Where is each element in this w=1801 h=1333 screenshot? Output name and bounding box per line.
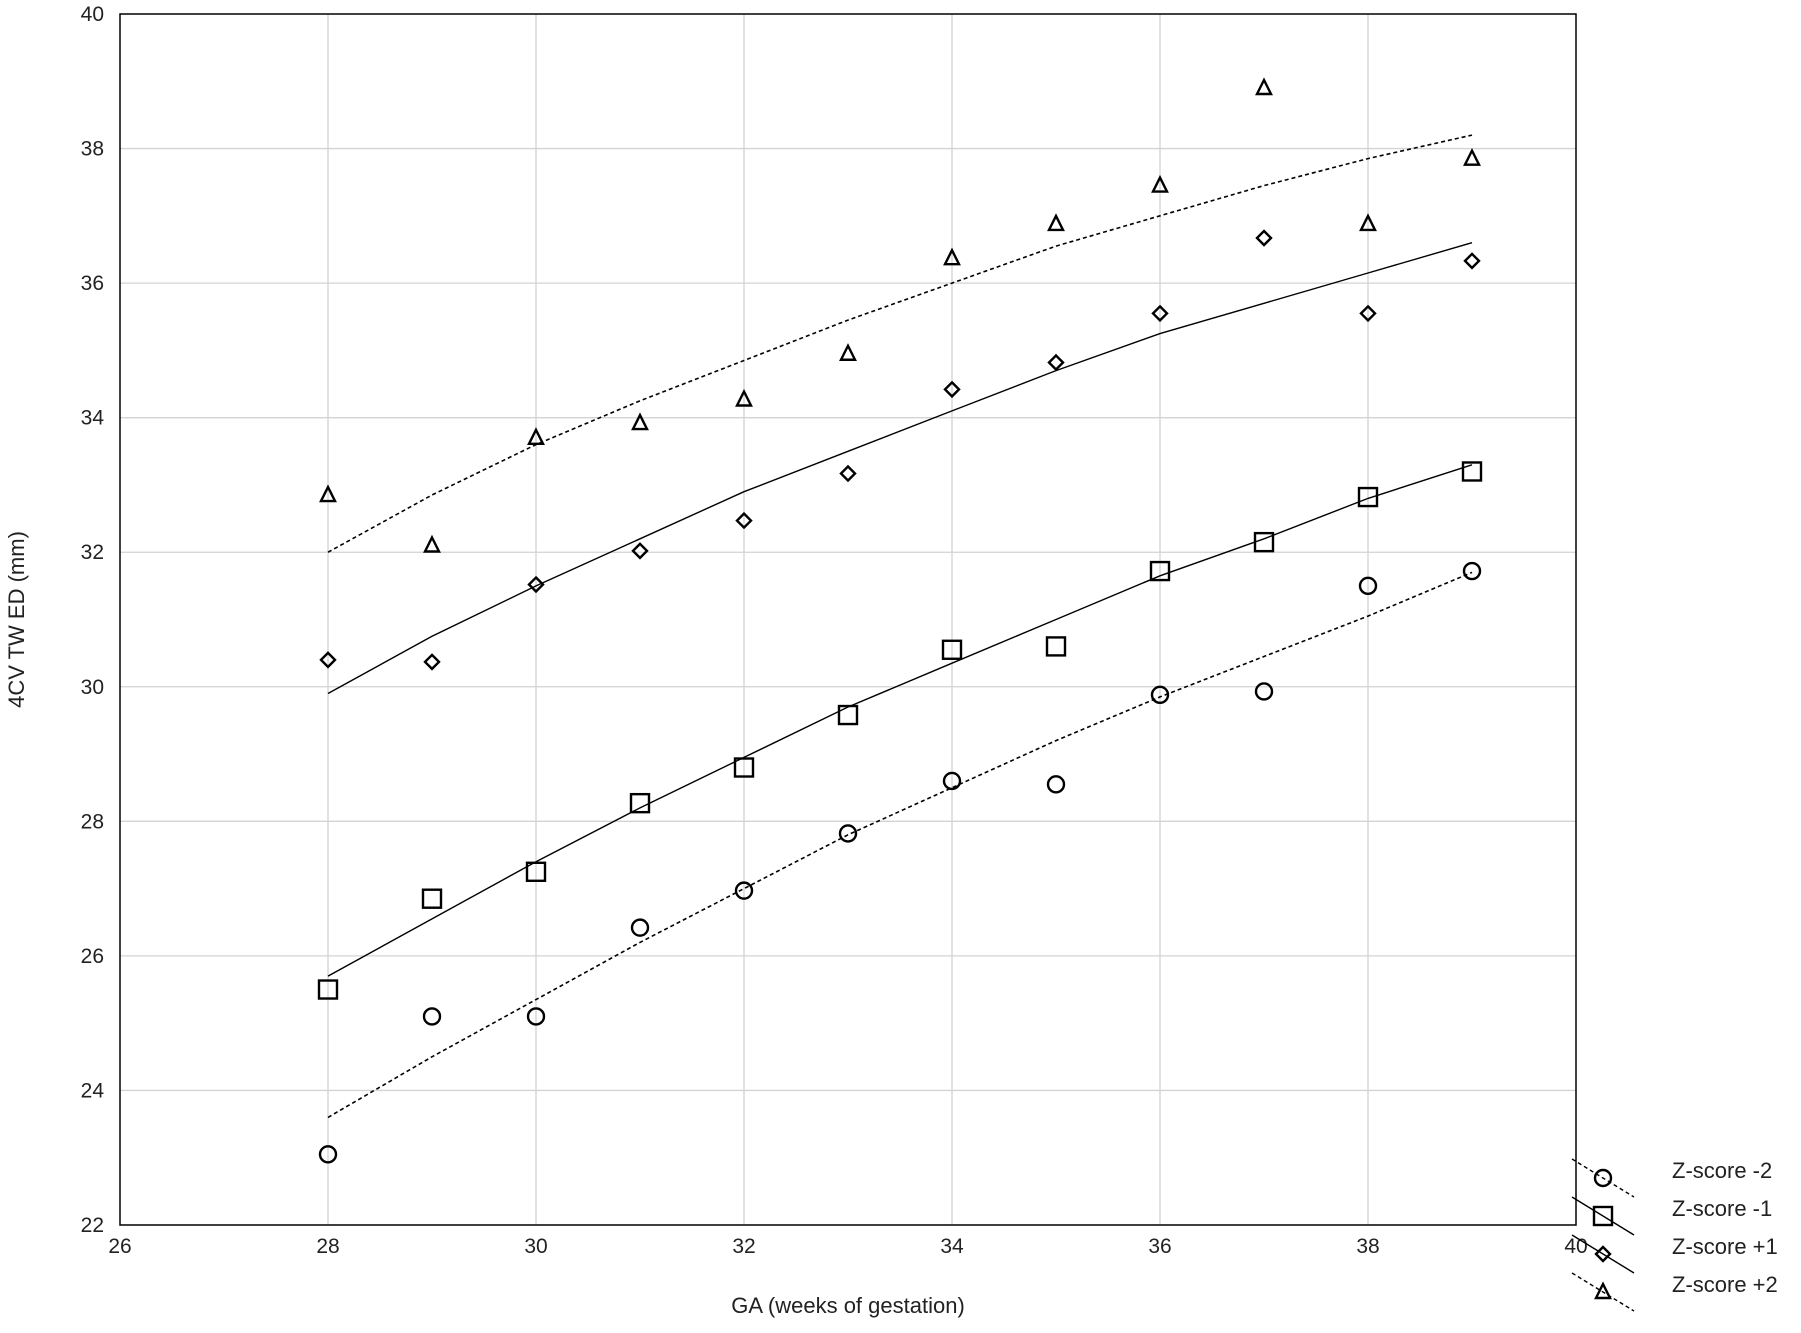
data-point-diamond: [423, 653, 441, 671]
data-point-triangle: [1047, 213, 1065, 232]
data-point-diamond: [1047, 353, 1065, 372]
data-point-diamond: [527, 575, 545, 594]
legend-label: Z-score -1: [1672, 1196, 1772, 1221]
data-point-circle: [1462, 561, 1482, 581]
data-point-triangle: [1359, 213, 1377, 232]
x-tick-label: 34: [940, 1235, 964, 1258]
data-point-circle: [318, 1145, 338, 1164]
data-point-square: [525, 861, 547, 882]
legend-item: Z-score -2: [1571, 1158, 1772, 1198]
legend-marker-triangle: [1594, 1281, 1612, 1300]
data-point-square: [1045, 636, 1067, 657]
data-point-square: [1357, 486, 1379, 508]
y-tick-label: 32: [81, 541, 104, 564]
data-point-diamond: [735, 511, 753, 530]
y-tick-label: 38: [81, 138, 104, 161]
fit-line: [327, 464, 1473, 977]
legend-marker-diamond: [1594, 1245, 1612, 1263]
legend-item: Z-score +2: [1571, 1272, 1778, 1312]
data-point-circle: [1254, 682, 1274, 701]
data-point-square: [1253, 531, 1275, 553]
plot-area: [119, 13, 1577, 1226]
data-point-circle: [526, 1007, 546, 1026]
data-point-square: [1149, 560, 1171, 582]
y-tick-label: 22: [81, 1214, 104, 1237]
data-point-circle: [1046, 775, 1066, 794]
x-tick-label: 32: [732, 1235, 755, 1258]
data-point-circle: [422, 1007, 442, 1026]
data-points: [317, 77, 1483, 1164]
legend-line: [1571, 1196, 1635, 1236]
data-point-triangle: [839, 343, 857, 361]
y-tick-label: 24: [81, 1079, 105, 1102]
legend-label: Z-score +2: [1672, 1272, 1778, 1297]
data-point-square: [1461, 461, 1483, 482]
x-tick-label: 26: [108, 1235, 131, 1258]
x-tick-label: 28: [316, 1235, 339, 1258]
data-point-circle: [1358, 576, 1378, 596]
legend-marker-square: [1592, 1205, 1614, 1227]
legend-item: Z-score -1: [1571, 1196, 1772, 1236]
y-tick-label: 30: [81, 676, 104, 699]
fit-line: [327, 571, 1473, 1119]
y-axis-title: 4CV TW ED (mm): [4, 531, 29, 708]
legend-marker-circle: [1593, 1168, 1613, 1188]
data-point-triangle: [423, 534, 441, 553]
y-tick-label: 28: [81, 810, 104, 833]
x-tick-label: 36: [1148, 1235, 1171, 1258]
data-point-diamond: [319, 651, 337, 669]
data-point-diamond: [1463, 252, 1481, 270]
data-point-square: [837, 704, 859, 726]
data-point-diamond: [1151, 304, 1169, 323]
y-tick-label: 34: [81, 407, 105, 430]
data-point-circle: [838, 824, 858, 843]
legend-line: [1571, 1272, 1635, 1312]
legend-item: Z-score +1: [1571, 1234, 1778, 1274]
fit-line: [327, 134, 1473, 553]
data-point-triangle: [1151, 174, 1169, 193]
y-tick-labels: 22 24 26 28 30 32 34 36 38 40: [81, 3, 105, 1237]
legend-line: [1571, 1234, 1635, 1274]
y-tick-label: 40: [81, 3, 104, 26]
data-point-circle: [942, 771, 962, 791]
x-tick-label: 30: [524, 1235, 547, 1258]
data-point-diamond: [943, 380, 961, 399]
data-point-square: [629, 792, 651, 814]
data-point-triangle: [735, 388, 753, 407]
data-point-diamond: [839, 464, 857, 483]
grid-lines: [120, 14, 1576, 1225]
fit-lines: [327, 134, 1473, 1119]
data-point-triangle: [527, 427, 545, 446]
data-point-square: [733, 757, 755, 778]
legend-label: Z-score +1: [1672, 1234, 1778, 1259]
data-point-triangle: [1255, 77, 1273, 96]
x-axis-title: GA (weeks of gestation): [731, 1293, 965, 1318]
data-point-circle: [1150, 685, 1170, 705]
fit-line: [327, 242, 1473, 695]
x-tick-labels: 26 28 30 32 34 36 38 40: [108, 1235, 1587, 1258]
data-point-triangle: [319, 484, 337, 503]
data-point-triangle: [943, 247, 961, 266]
x-tick-label: 40: [1564, 1235, 1587, 1258]
y-tick-label: 26: [81, 945, 104, 968]
legend: Z-score -2 Z-score -1 Z-score +1 Z-score +2: [1571, 1158, 1778, 1312]
legend-line: [1571, 1158, 1635, 1198]
data-point-diamond: [631, 542, 649, 560]
data-point-square: [941, 639, 963, 660]
x-tick-label: 38: [1356, 1235, 1379, 1258]
legend-label: Z-score -2: [1672, 1158, 1772, 1183]
data-point-square: [421, 888, 443, 909]
data-point-circle: [630, 918, 650, 937]
data-point-diamond: [1359, 304, 1377, 323]
data-point-square: [317, 979, 339, 1000]
y-tick-label: 36: [81, 272, 104, 295]
data-point-triangle: [631, 412, 649, 431]
data-point-diamond: [1255, 229, 1273, 247]
data-point-circle: [734, 881, 754, 900]
data-point-triangle: [1463, 147, 1481, 166]
